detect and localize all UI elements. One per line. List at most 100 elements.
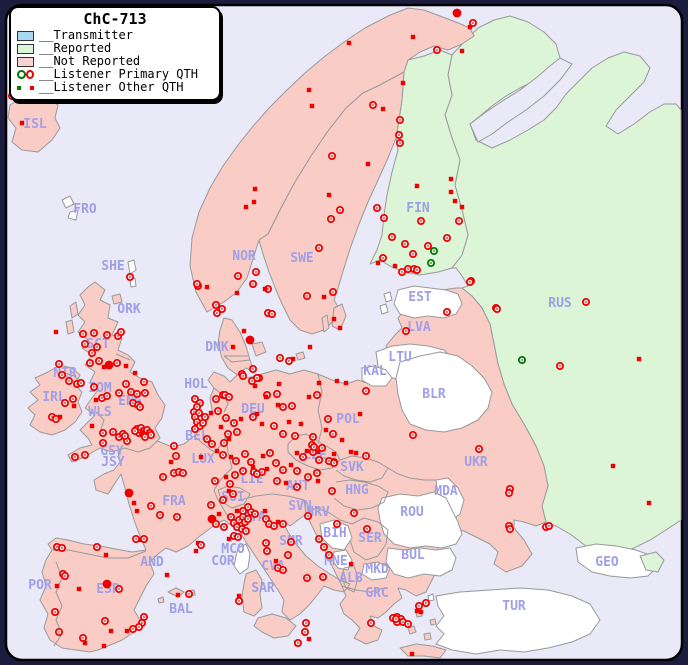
- legend-row-other-qth: __Listener Other QTH: [17, 81, 213, 94]
- listener-other-qth: [262, 508, 268, 514]
- region-mne: [331, 549, 353, 571]
- listener-primary-qth: [387, 232, 396, 241]
- listener-other-qth: [348, 561, 354, 567]
- listener-primary-qth: [335, 205, 344, 214]
- listener-primary-qth: [169, 441, 178, 450]
- listener-primary-qth: [317, 443, 326, 452]
- label-por: POR: [28, 578, 52, 593]
- listener-primary-qth: [211, 520, 220, 529]
- listener-primary-qth: [178, 468, 187, 477]
- listener-other-qth: [260, 453, 266, 459]
- listener-other-qth: [353, 450, 359, 456]
- listener-primary-qth: [423, 241, 432, 250]
- listener-other-qth: [101, 643, 107, 649]
- listener-primary-qth: [265, 448, 274, 457]
- listener-other-qth: [309, 103, 315, 109]
- label-kal: KAL: [363, 364, 387, 379]
- listener-primary-qth: [372, 203, 381, 212]
- listener-primary-qth: [231, 456, 240, 465]
- listener-primary-qth: [271, 458, 280, 467]
- listener-primary-qth: [99, 428, 108, 437]
- label-svn: SVN: [288, 499, 312, 514]
- listener-primary-qth: [81, 450, 90, 459]
- listener-other-qth: [326, 192, 332, 198]
- label-and: AND: [140, 555, 164, 570]
- listener-primary-qth: [349, 508, 358, 517]
- listener-other-qth: [234, 508, 240, 514]
- listener-primary-qth: [368, 101, 377, 110]
- listener-primary-qth: [278, 402, 287, 411]
- listener-primary-qth: [252, 469, 261, 478]
- listener-other-qth: [316, 380, 322, 386]
- label-svk: SVK: [340, 460, 364, 475]
- listener-primary-qth: [582, 297, 591, 306]
- listener-primary-qth: [58, 370, 67, 379]
- listener-other-qth: [53, 329, 59, 335]
- listener-other-qth: [331, 316, 337, 322]
- listener-other-qth: [636, 356, 642, 362]
- listener-other-qth: [168, 459, 174, 465]
- listener-primary-qth: [361, 386, 370, 395]
- listener-primary-qth: [301, 619, 310, 628]
- legend-row-reported: __Reported: [17, 42, 213, 55]
- listener-primary-qth: [131, 535, 140, 544]
- listener-primary-qth: [324, 551, 333, 560]
- listener-primary-qth: [329, 458, 338, 467]
- listener-primary-qth: [207, 439, 216, 448]
- legend-row-transmitter: __Transmitter: [17, 29, 213, 42]
- listener-other-qth: [339, 437, 345, 443]
- label-rus: RUS: [548, 296, 572, 311]
- label-pol: POL: [336, 412, 360, 427]
- label-irl: IRL: [42, 390, 66, 405]
- listener-primary-qth: [278, 429, 287, 438]
- listener-primary-qth: [90, 328, 99, 337]
- region-dnk-isles: [251, 341, 306, 361]
- listener-primary-qth: [328, 429, 337, 438]
- listener-other-qth: [226, 488, 232, 494]
- listener-primary-qth: [248, 412, 257, 421]
- listener-primary-qth: [275, 353, 284, 362]
- listener-primary-qth: [61, 572, 70, 581]
- listener-primary-qth: [219, 523, 228, 532]
- listener-other-qth: [82, 640, 88, 646]
- listener-primary-qth: [146, 430, 155, 439]
- listener-primary-qth: [196, 541, 205, 550]
- listener-primary-qth: [243, 502, 252, 511]
- listener-primary-qth: [234, 597, 243, 606]
- listener-primary-qth: [278, 465, 287, 474]
- listener-primary-qth: [243, 515, 252, 524]
- listener-primary-qth: [130, 426, 139, 435]
- listener-other-qth: [252, 186, 258, 192]
- listener-other-qth: [134, 508, 140, 514]
- listener-primary-qth: [213, 406, 222, 415]
- listener-primary-qth: [113, 358, 122, 367]
- listener-primary-qth: [394, 130, 403, 139]
- label-bel: BEL: [185, 429, 209, 444]
- listener-cluster-dot: [124, 488, 134, 498]
- listener-other-qth: [646, 500, 652, 506]
- white-sea: [469, 57, 573, 143]
- listener-primary-qth: [401, 326, 410, 335]
- listener-primary-qth: [93, 543, 102, 552]
- listener-primary-qth: [55, 628, 64, 637]
- listener-primary-qth: [226, 513, 235, 522]
- listener-primary-qth: [272, 389, 281, 398]
- listener-primary-qth: [210, 476, 219, 485]
- listener-primary-qth: [211, 394, 220, 403]
- listener-primary-qth: [190, 394, 199, 403]
- label-wls: WLS: [88, 405, 112, 420]
- listener-cluster-dot: [452, 8, 462, 18]
- listener-other-qth: [89, 423, 95, 429]
- listener-primary-qth: [99, 438, 108, 447]
- listener-other-qth: [448, 189, 454, 195]
- listener-other-qth: [315, 449, 321, 455]
- region-bul: [385, 547, 457, 579]
- listener-primary-qth: [251, 267, 260, 276]
- listener-primary-qth: [71, 452, 80, 461]
- red-square-icon: [30, 85, 34, 90]
- listener-primary-qth: [241, 527, 250, 536]
- listener-other-qth: [414, 608, 420, 614]
- label-bih: BIH: [323, 526, 346, 541]
- red-circle-icon: [25, 70, 34, 79]
- listener-primary-qth: [414, 602, 423, 611]
